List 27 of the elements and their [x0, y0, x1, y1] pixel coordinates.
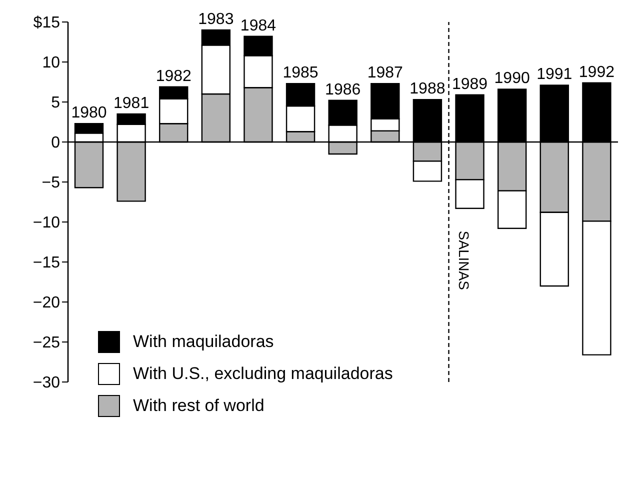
x-tick-label: 1983: [198, 11, 234, 28]
x-tick-label: 1982: [156, 68, 192, 85]
x-tick-label: 1980: [71, 104, 107, 122]
x-tick-label: 1992: [578, 64, 615, 81]
y-tick-label: −20: [32, 294, 60, 312]
x-tick-label: 1987: [367, 64, 404, 82]
x-tick-label: 1989: [452, 76, 488, 93]
y-tick-label: −25: [32, 334, 60, 352]
legend-label: With rest of world: [133, 396, 264, 416]
y-tick-label: 0: [51, 134, 60, 152]
y-tick-label: 10: [42, 54, 60, 72]
y-tick-label: −5: [42, 174, 60, 192]
x-tick-label: 1991: [536, 66, 572, 84]
y-tick-label: 5: [51, 94, 60, 112]
legend-label: With maquiladoras: [133, 332, 274, 352]
y-tick-label: $15: [33, 14, 60, 32]
ref-line-label: SALINAS: [456, 230, 472, 290]
x-tick-label: 1984: [240, 17, 276, 34]
x-tick-label: 1986: [325, 81, 361, 98]
legend-label: With U.S., excluding maquiladoras: [133, 364, 393, 384]
x-tick-label: 1981: [114, 95, 150, 112]
y-tick-label: −30: [32, 374, 60, 392]
y-tick-label: −10: [32, 214, 60, 232]
x-tick-label: 1988: [410, 80, 446, 98]
y-tick-label: −15: [32, 254, 60, 272]
x-tick-label: 1990: [494, 70, 530, 88]
x-tick-label: 1985: [282, 64, 318, 82]
